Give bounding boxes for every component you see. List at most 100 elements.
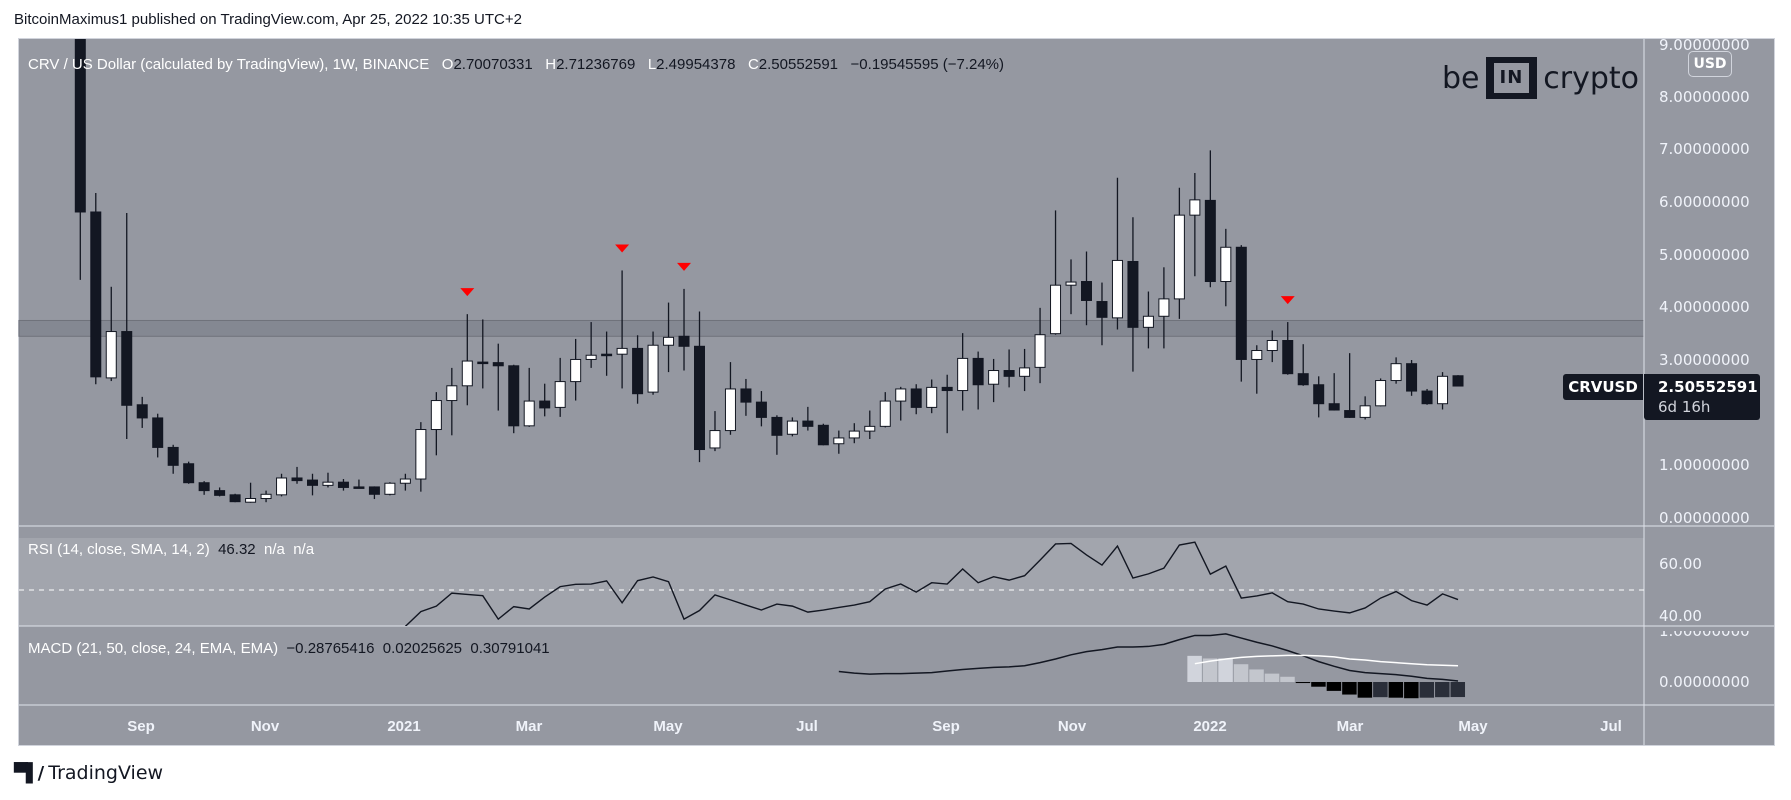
price-tick: 4.00000000: [1659, 298, 1750, 316]
rsi-tick: 40.00: [1659, 607, 1702, 625]
price-tick: 7.00000000: [1659, 140, 1750, 158]
candle-down: [1344, 410, 1356, 418]
candle-down: [307, 479, 318, 486]
macd-pane: [838, 633, 1466, 699]
high-label: H: [545, 56, 557, 73]
candle-down: [167, 446, 179, 466]
symbol-title[interactable]: CRV / US Dollar (calculated by TradingVi…: [28, 56, 430, 73]
candle-down: [1204, 199, 1216, 283]
macd-histogram-bar: [1311, 682, 1326, 687]
candle-up: [1266, 340, 1278, 352]
candle-down: [910, 388, 922, 408]
macd-title[interactable]: MACD (21, 50, close, 24, EMA, EMA): [28, 640, 279, 657]
candle-down: [183, 463, 195, 484]
price-tick: 5.00000000: [1659, 246, 1750, 264]
candle-down: [1452, 375, 1464, 387]
main-legend: CRV / US Dollar (calculated by TradingVi…: [28, 56, 1004, 73]
candle-down: [214, 490, 226, 496]
macd-hist-value: −0.28765416: [286, 640, 375, 657]
macd-histogram-bar: [1357, 682, 1373, 698]
macd-histogram-bar: [1419, 682, 1435, 698]
candle-up: [895, 388, 907, 402]
candle-up: [1220, 246, 1232, 283]
close-value: 2.50552591: [758, 56, 839, 73]
macd-histogram-bar: [1373, 682, 1388, 698]
candle-down: [1406, 363, 1418, 392]
time-tick: Mar: [515, 718, 543, 735]
candle-up: [1375, 380, 1387, 407]
time-tick: Nov: [250, 718, 280, 735]
candle-down: [694, 345, 705, 451]
candle-up: [554, 381, 566, 408]
candle-down: [817, 424, 829, 446]
macd-line: [838, 633, 1459, 682]
candle-down: [601, 353, 613, 357]
candle-up: [276, 477, 288, 496]
candle-down: [90, 211, 102, 378]
candle-down: [755, 401, 767, 418]
price-tick: 6.00000000: [1659, 193, 1750, 211]
candle-up: [1189, 199, 1201, 216]
macd-histogram-bar: [1404, 682, 1419, 699]
candle-down: [198, 482, 210, 492]
candle-down: [740, 388, 752, 403]
close-label: C: [747, 56, 759, 73]
candle-up: [1034, 334, 1046, 368]
publisher-line: BitcoinMaximus1 published on TradingView…: [14, 11, 522, 28]
rsi-title[interactable]: RSI (14, close, SMA, 14, 2): [28, 541, 210, 558]
symbol-price-label: CRVUSD: [1563, 374, 1643, 400]
candle-down: [368, 486, 380, 495]
candle-down: [678, 335, 690, 347]
macd-histogram-bar: [1280, 676, 1295, 682]
watermark-in-box: IN: [1485, 57, 1538, 99]
time-tick: Jul: [1600, 718, 1622, 735]
candle-up: [724, 388, 736, 432]
candle-down: [802, 420, 814, 427]
beincrypto-watermark: be IN crypto: [1442, 53, 1639, 103]
macd-legend: MACD (21, 50, close, 24, EMA, EMA) −0.28…: [28, 640, 550, 657]
macd-signal-value: 0.30791041: [470, 640, 550, 657]
candle-up: [663, 336, 675, 346]
candle-down: [291, 477, 303, 482]
candle-down: [941, 386, 953, 392]
bearish-marker-icon: [460, 288, 475, 297]
macd-histogram-bar: [1450, 682, 1466, 698]
candle-down: [337, 481, 349, 488]
candle-down: [972, 357, 984, 386]
candle-down: [152, 417, 164, 448]
macd-signal-line: [1194, 654, 1459, 667]
candle-up: [461, 360, 473, 387]
candle-up: [1251, 350, 1263, 360]
candle-up: [864, 425, 876, 432]
macd-value: 0.02025625: [382, 640, 463, 657]
price-tick: 1.00000000: [1659, 456, 1750, 474]
candle-up: [1158, 298, 1170, 317]
rsi-pane: [19, 541, 1644, 626]
high-value: 2.71236769: [556, 56, 636, 73]
candle-up: [322, 481, 334, 486]
candle-up: [446, 385, 458, 402]
footer-brand: TradingView: [48, 762, 164, 784]
candle-up: [399, 478, 411, 484]
candle-up: [245, 498, 257, 503]
bearish-marker-icon: [1280, 296, 1295, 305]
candle-up: [1142, 315, 1154, 328]
candle-up: [833, 437, 845, 445]
rsi-legend: RSI (14, close, SMA, 14, 2) 46.32 n/a n/…: [28, 541, 314, 558]
tradingview-footer[interactable]: ▀▌/ TradingView: [14, 762, 163, 784]
candle-up: [415, 429, 427, 480]
rsi-line: [404, 541, 1459, 626]
candle-up: [1359, 405, 1371, 418]
macd-histogram-bar: [1187, 655, 1202, 682]
candle-up: [616, 347, 628, 355]
candle-down: [1328, 403, 1340, 411]
change-value: −0.19545595 (−7.24%): [850, 56, 1005, 73]
time-tick: 2022: [1193, 718, 1227, 735]
currency-button[interactable]: USD: [1688, 51, 1732, 77]
time-tick: Nov: [1057, 718, 1087, 735]
macd-histogram-bar: [1295, 682, 1311, 684]
open-label: O: [441, 56, 454, 73]
macd-tick: 1.00000000: [1659, 622, 1750, 640]
candle-up: [1019, 367, 1031, 377]
